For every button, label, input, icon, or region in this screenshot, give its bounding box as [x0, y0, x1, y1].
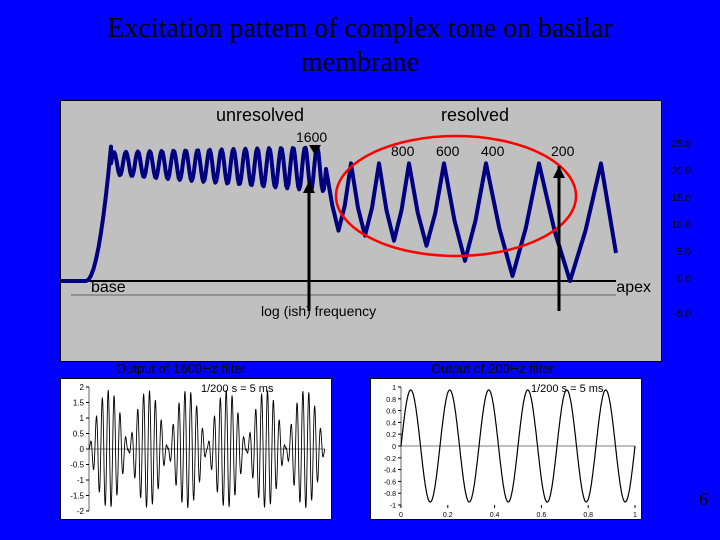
sub-right-svg: -1 -0.8 -0.6 -0.4 -0.2 0 0.2 0.4 0.6 0.8 1 0 0.2 0.4 0… — [371, 379, 641, 519]
freq-600: 600 — [436, 143, 459, 159]
svg-text:0.8: 0.8 — [386, 397, 396, 404]
svg-text:-0.6: -0.6 — [384, 479, 396, 486]
svg-text:0: 0 — [392, 444, 396, 451]
svg-text:0.8: 0.8 — [583, 512, 593, 519]
sub-left-ann: 1/200 s = 5 ms — [201, 383, 273, 395]
ytick-0: 0.0 — [677, 274, 691, 285]
label-apex: apex — [616, 279, 651, 297]
svg-text:0.2: 0.2 — [443, 512, 453, 519]
label-resolved: resolved — [441, 105, 509, 126]
ytick-m5: -5.0 — [674, 309, 691, 320]
subplot-200hz: Output of 200Hz filter 1/200 s = 5 ms -1… — [370, 378, 642, 520]
svg-text:1.5: 1.5 — [73, 399, 85, 408]
svg-text:2: 2 — [80, 383, 85, 392]
freq-400: 400 — [481, 143, 504, 159]
main-chart-svg — [61, 101, 661, 361]
ytick-15: 15.0 — [672, 193, 691, 204]
ytick-5: 5.0 — [677, 247, 691, 258]
label-unresolved: unresolved — [216, 105, 304, 126]
svg-text:-1.5: -1.5 — [70, 492, 84, 501]
sub-right-ann: 1/200 s = 5 ms — [531, 383, 603, 395]
svg-text:1: 1 — [633, 512, 637, 519]
svg-text:0.4: 0.4 — [386, 420, 396, 427]
svg-text:-0.4: -0.4 — [384, 468, 396, 475]
ytick-10: 10.0 — [672, 220, 691, 231]
svg-text:0.4: 0.4 — [490, 512, 500, 519]
title-l2: membrane — [301, 47, 419, 78]
subplot-1600hz: Output of 1600Hz filter 1/200 s = 5 ms -… — [60, 378, 332, 520]
sub-left-svg: -2 -1.5 -1 -0.5 0 0.5 1 1.5 2 — [61, 379, 331, 519]
svg-text:-1: -1 — [390, 503, 396, 510]
sub-left-title: Output of 1600Hz filter — [116, 361, 246, 376]
svg-text:-2: -2 — [77, 507, 85, 516]
label-base: base — [91, 279, 126, 297]
freq-200: 200 — [551, 143, 574, 159]
svg-text:0.2: 0.2 — [386, 432, 396, 439]
sub-right-title: Output of 200Hz filter — [431, 361, 554, 376]
svg-text:-1: -1 — [77, 476, 85, 485]
svg-text:1: 1 — [80, 414, 85, 423]
freq-800: 800 — [391, 143, 414, 159]
svg-text:0: 0 — [399, 512, 403, 519]
svg-text:-0.2: -0.2 — [384, 456, 396, 463]
ytick-25: 25.0 — [672, 139, 691, 150]
title-l1: Excitation pattern of complex tone on ba… — [107, 13, 612, 44]
svg-text:0.6: 0.6 — [537, 512, 547, 519]
svg-text:0.6: 0.6 — [386, 409, 396, 416]
svg-text:1: 1 — [392, 385, 396, 392]
main-excitation-chart: unresolved resolved 1600 800 600 400 200… — [60, 100, 662, 362]
freq-1600: 1600 — [296, 129, 327, 145]
ytick-20: 20.0 — [672, 166, 691, 177]
page-number: 6 — [699, 489, 708, 510]
svg-text:0.5: 0.5 — [73, 430, 85, 439]
svg-text:-0.8: -0.8 — [384, 491, 396, 498]
svg-text:0: 0 — [80, 445, 85, 454]
x-axis-label: log (ish) frequency — [261, 303, 376, 319]
svg-text:-0.5: -0.5 — [70, 461, 84, 470]
slide-title: Excitation pattern of complex tone on ba… — [0, 0, 720, 79]
